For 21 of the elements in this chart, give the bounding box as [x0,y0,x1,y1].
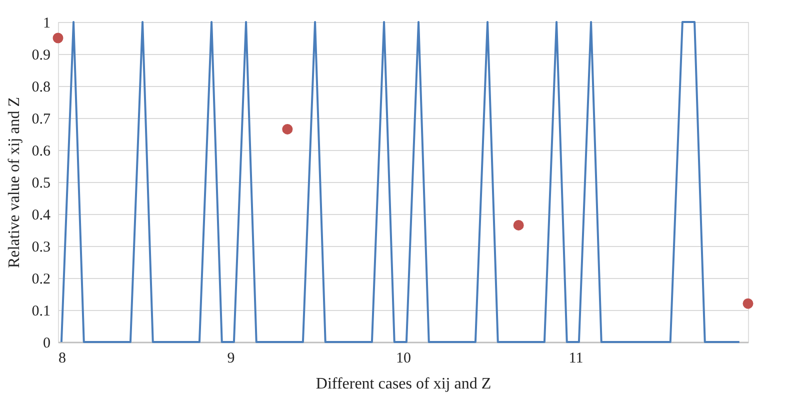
x-tick-label: 11 [568,350,584,366]
x-tick-label: 8 [58,350,66,366]
point [282,124,293,134]
point [52,32,64,44]
x-tick-label: 10 [396,350,411,366]
y-tick-label: 0.9 [32,48,50,64]
y-tick-label: 0.6 [32,144,51,160]
y-tick-label: 0.3 [32,240,50,256]
y-tick-label: 0 [43,336,50,352]
x-axis-title: Different cases of xij and Z [316,376,492,392]
y-tick-label: 1 [43,16,50,32]
y-tick-label: 0.7 [32,112,51,128]
y-tick-label: 0.2 [32,272,50,288]
x-tick-label: 9 [227,350,235,366]
y-tick-label: 0.5 [32,176,50,192]
y-tick-label: 0.1 [32,304,50,320]
y-tick-label: 0.8 [32,80,50,96]
point [742,298,754,309]
y-axis-title: Relative value of xij and Z [6,96,23,268]
y-tick-label: 0.4 [32,208,51,224]
point [513,220,524,230]
